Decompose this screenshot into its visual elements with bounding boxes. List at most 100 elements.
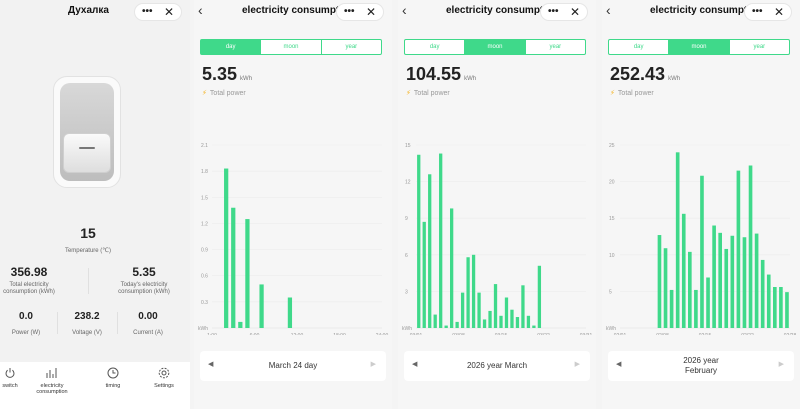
chart-bar [526, 315, 531, 328]
chart-bar [681, 213, 686, 328]
chart-bar [730, 235, 735, 328]
page-title: electricity consumption [242, 5, 355, 16]
back-icon[interactable]: ‹ [198, 2, 203, 18]
x-tick-label: 03/15 [495, 333, 508, 335]
bottom-nav: switch electricity consumption timing Se… [0, 362, 190, 409]
total-power-text: Total power [413, 90, 450, 97]
chart-bar [471, 254, 476, 328]
chart-bar [482, 319, 487, 328]
total-number: 104.55 [406, 64, 462, 84]
y-axis-label: kWh [402, 326, 412, 332]
tab-day[interactable]: day [609, 40, 670, 54]
power-stat: 0.0 Power (W) [2, 311, 50, 337]
y-tick-label: 1.8 [201, 169, 208, 175]
chart-bar [224, 168, 229, 328]
chart-bar [675, 152, 680, 328]
nav-switch[interactable]: switch [2, 367, 18, 389]
tab-moon[interactable]: moon [669, 40, 730, 54]
lightning-icon: ⚡ [406, 90, 411, 97]
tab-moon[interactable]: moon [465, 40, 526, 54]
mini-program-capsule: ••• ✕ [744, 3, 792, 21]
chart-bar [694, 289, 698, 328]
more-icon[interactable]: ••• [548, 6, 559, 17]
chart-bar [742, 237, 747, 328]
close-icon[interactable]: ✕ [163, 5, 174, 19]
prev-period-icon[interactable]: ◀ [208, 361, 214, 368]
y-tick-label: 1.5 [201, 195, 208, 201]
chart-bar [766, 274, 771, 328]
stat-value: 0.0 [19, 311, 33, 322]
chart-bar [450, 208, 454, 328]
prev-period-icon[interactable]: ◀ [616, 361, 622, 368]
consumption-chart: 25 20 15 10 5 kWh02/01 02/08 02/15 02/22 02/28 [606, 143, 796, 335]
nav-settings[interactable]: Settings [152, 367, 176, 389]
back-icon[interactable]: ‹ [402, 2, 407, 18]
stat-label: Current (A) [133, 330, 163, 336]
close-icon[interactable]: ✕ [365, 5, 376, 19]
period-selector: ◀ 2026 year March ▶ [404, 351, 590, 381]
y-tick-label: 15 [405, 143, 411, 149]
chart-bar [433, 314, 437, 328]
chart-bar [537, 265, 542, 328]
total-power-text: Total power [209, 90, 246, 97]
chart-bar [510, 309, 514, 328]
x-tick-label: 12:00 [291, 333, 304, 335]
tab-year[interactable]: year [753, 44, 766, 50]
x-tick-label: 03/08 [452, 333, 465, 335]
tab-day[interactable]: day [201, 40, 262, 54]
more-icon[interactable]: ••• [752, 6, 763, 17]
stat-value: 356.98 [10, 265, 48, 279]
x-tick-label: 1:00 [207, 333, 217, 335]
stat-value: 0.00 [138, 311, 158, 322]
chart-bar [477, 292, 481, 328]
page-title: Духалка [68, 5, 109, 16]
chart-bar [444, 325, 448, 328]
close-icon[interactable]: ✕ [773, 5, 784, 19]
stat-label: Total electricity consumption (kWh) [3, 282, 55, 295]
x-tick-label: 18:00 [333, 333, 346, 335]
stat-value: 5.35 [132, 265, 156, 279]
period-label: 2026 year March [466, 361, 528, 370]
nav-timing[interactable]: timing [104, 367, 122, 389]
y-tick-label: 3 [405, 289, 408, 295]
chart-bar [499, 315, 503, 328]
bar-chart-icon [46, 368, 57, 378]
more-icon[interactable]: ••• [344, 6, 355, 17]
tab-moon[interactable]: moon [261, 40, 322, 54]
tab-day[interactable]: day [405, 40, 466, 54]
total-power-label: ⚡ Total power [202, 89, 246, 97]
top-bar: ‹ electricity consumption ••• ✕ [194, 0, 392, 24]
x-tick-label: 03/31 [580, 333, 593, 335]
y-tick-label: 10 [609, 253, 615, 259]
back-icon[interactable]: ‹ [606, 2, 611, 18]
chart-bar [417, 154, 421, 328]
next-period-icon[interactable]: ▶ [778, 361, 784, 368]
chart-bar [439, 153, 443, 328]
total-power-label: ⚡ Total power [406, 89, 450, 97]
nav-label: Settings [154, 383, 174, 389]
page-title: electricity consumption [446, 5, 559, 16]
next-period-icon[interactable]: ▶ [574, 361, 580, 368]
nav-electricity[interactable]: electricity consumption [32, 367, 72, 395]
period-tabs: day moon year [608, 39, 790, 55]
next-period-icon[interactable]: ▶ [370, 361, 376, 368]
tab-year[interactable]: year [549, 44, 562, 50]
close-icon[interactable]: ✕ [569, 5, 580, 19]
tab-year[interactable]: year [345, 44, 358, 50]
chart-bar [657, 235, 662, 328]
y-tick-label: 6 [405, 253, 408, 259]
top-bar: Духалка ••• ✕ [0, 0, 190, 24]
x-tick-label: 02/22 [741, 333, 754, 335]
y-tick-label: 9 [405, 216, 408, 222]
more-icon[interactable]: ••• [142, 6, 153, 17]
chart-bar [700, 175, 704, 328]
y-tick-label: 0.3 [201, 300, 208, 306]
prev-period-icon[interactable]: ◀ [412, 361, 418, 368]
y-tick-label: 5 [609, 289, 612, 295]
divider [88, 268, 89, 294]
chart-bar [532, 325, 536, 328]
device-button [63, 133, 111, 173]
gear-icon [158, 367, 170, 379]
y-tick-label: 1.2 [201, 221, 208, 227]
consumption-chart: 2.1 1.8 1.5 1.2 0.9 0.6 0.3 kWh1:00 6:00 12:00 18:… [198, 143, 388, 335]
